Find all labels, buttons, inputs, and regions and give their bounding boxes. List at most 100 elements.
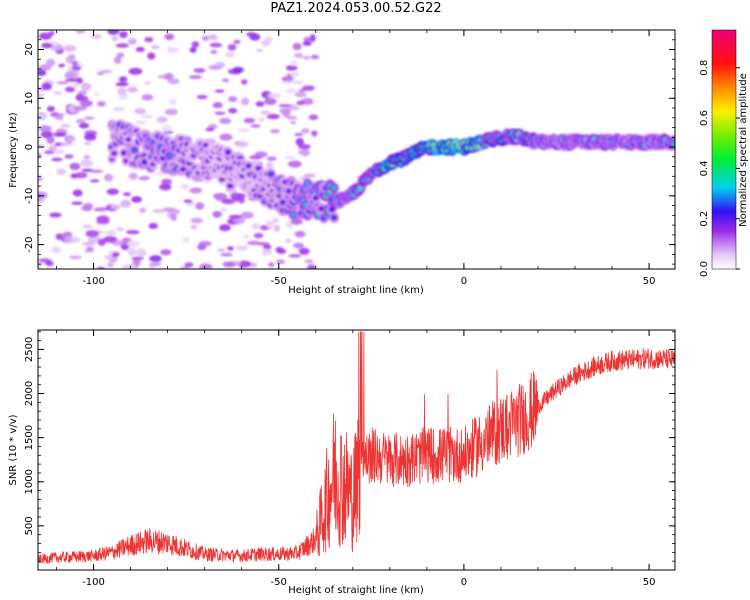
noise-blob: [100, 69, 113, 74]
noise-blob: [53, 91, 62, 95]
ridge-core: [181, 167, 186, 171]
noise-blob: [219, 133, 233, 141]
noise-blob: [113, 56, 122, 65]
spectrogram-ytick-label: 0: [24, 144, 35, 150]
noise-blob: [285, 238, 292, 244]
snr-xlabel: Height of straight line (km): [288, 585, 424, 596]
noise-blob: [246, 240, 261, 246]
noise-blob: [96, 219, 110, 225]
ridge-core: [124, 159, 129, 163]
noise-blob: [80, 159, 94, 167]
noise-blob: [167, 78, 180, 85]
noise-blob: [120, 200, 131, 208]
noise-blob: [201, 35, 209, 41]
noise-blob: [181, 183, 189, 190]
snr-axes: -100 -50 0 50 500 1000 1500 2000 2500: [24, 330, 675, 588]
noise-blob: [71, 60, 79, 67]
noise-blob: [267, 93, 282, 99]
figure-title: PAZ1.2024.053.00.52.G22: [270, 1, 442, 16]
noise-blob: [302, 41, 312, 46]
colorbar-tick-label: 0.8: [699, 60, 710, 76]
noise-blob: [293, 53, 304, 59]
noise-blob: [164, 33, 175, 41]
noise-blob: [135, 46, 145, 52]
ridge-core: [203, 143, 208, 147]
noise-blob: [295, 137, 304, 146]
colorbar-tick-label: 0.4: [699, 160, 710, 176]
snr-ytick-label: 500: [24, 516, 35, 535]
noise-blob: [294, 132, 304, 137]
snr-ytick-label: 1500: [24, 425, 35, 450]
noise-blob: [38, 176, 44, 182]
noise-blob: [119, 31, 128, 39]
spectrogram-ytick-label: -10: [24, 188, 35, 204]
noise-blob: [289, 72, 300, 77]
noise-blob: [89, 179, 100, 183]
noise-blob: [74, 172, 88, 179]
noise-blob: [170, 213, 177, 222]
ridge-core: [132, 148, 137, 152]
noise-blob: [110, 204, 122, 210]
colorbar-tick-label: 0.2: [699, 211, 710, 227]
ridge-core: [166, 154, 172, 158]
noise-blob: [56, 113, 65, 117]
noise-blob: [208, 34, 218, 41]
noise-blob: [156, 116, 168, 123]
noise-blob: [191, 41, 200, 48]
noise-blob: [297, 149, 305, 155]
snr-ylabel: SNR (10 * v/v): [8, 414, 19, 485]
noise-blob: [90, 33, 102, 40]
ridge-core: [256, 166, 261, 170]
ridge-core: [291, 213, 296, 217]
ridge-core: [329, 207, 335, 211]
noise-blob: [159, 183, 172, 191]
noise-blob: [298, 89, 306, 93]
noise-blob: [84, 116, 95, 120]
noise-blob: [154, 172, 165, 176]
noise-blob: [96, 101, 106, 107]
noise-blob: [127, 248, 137, 257]
noise-blob: [144, 37, 154, 43]
noise-blob: [310, 54, 320, 60]
noise-blob: [149, 255, 162, 263]
ridge-core: [283, 180, 288, 184]
noise-blob: [221, 198, 236, 205]
noise-blob: [162, 207, 176, 212]
noise-blob: [103, 236, 118, 243]
noise-blob: [79, 99, 93, 107]
noise-blob: [311, 130, 318, 137]
noise-blob: [219, 117, 232, 124]
noise-blob: [183, 199, 193, 203]
noise-blob: [75, 30, 86, 34]
noise-blob: [48, 145, 58, 151]
noise-blob: [76, 77, 84, 84]
noise-blob: [39, 32, 52, 40]
noise-blob: [222, 78, 230, 83]
noise-blob: [125, 263, 137, 269]
noise-blob: [243, 117, 256, 124]
noise-blob: [64, 154, 74, 159]
noise-blob: [112, 252, 120, 257]
noise-blob: [264, 36, 273, 42]
noise-blob: [262, 244, 272, 250]
noise-blob: [225, 51, 235, 58]
noise-blob: [235, 141, 249, 148]
noise-blob: [82, 224, 93, 230]
noise-blob: [199, 263, 213, 269]
noise-blob: [105, 229, 117, 236]
noise-blob: [135, 120, 146, 125]
noise-blob: [134, 108, 147, 115]
ridge-core: [331, 216, 337, 220]
noise-blob: [73, 105, 88, 111]
noise-blob: [65, 56, 74, 64]
noise-blob: [290, 218, 303, 225]
noise-blob: [53, 148, 65, 155]
snr-ytick-label: 2000: [24, 381, 35, 406]
noise-blob: [49, 212, 62, 218]
noise-blob: [96, 266, 106, 269]
noise-blob: [83, 202, 93, 210]
noise-blob: [84, 133, 97, 141]
noise-blob: [303, 173, 316, 178]
